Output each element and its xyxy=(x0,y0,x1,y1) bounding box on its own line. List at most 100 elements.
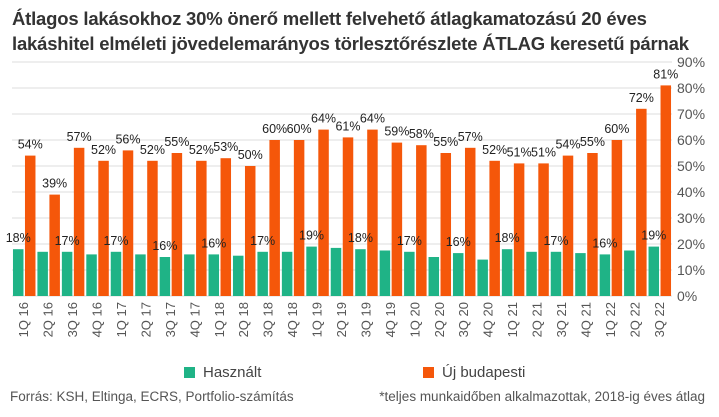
data-label-used: 18% xyxy=(6,231,31,245)
bar-new-budapest xyxy=(196,160,207,296)
x-tick-label: 2Q 21 xyxy=(530,302,545,337)
bar-used xyxy=(404,251,415,296)
footnote: *teljes munkaidőben alkalmazottak, 2018-… xyxy=(379,389,705,404)
data-label-new-budapest: 39% xyxy=(42,177,67,191)
x-tick-label: 1Q 22 xyxy=(603,302,618,337)
data-label-new-budapest: 52% xyxy=(91,143,116,157)
bar-used xyxy=(281,251,293,296)
bar-new-budapest xyxy=(49,194,60,296)
bar-used xyxy=(86,254,97,296)
x-tick-label: 1Q 17 xyxy=(114,302,129,337)
legend-label-new: Új budapesti xyxy=(442,364,526,381)
bar-used xyxy=(184,254,195,296)
bar-used xyxy=(526,251,537,296)
bar-new-budapest xyxy=(24,155,36,296)
data-label-new-budapest: 51% xyxy=(507,145,532,159)
data-label-used: 16% xyxy=(201,236,226,250)
data-label-used: 16% xyxy=(446,235,471,249)
bar-new-budapest xyxy=(244,166,256,296)
bar-used xyxy=(110,251,122,296)
bar-new-budapest xyxy=(293,140,305,296)
data-label-used: 19% xyxy=(641,229,666,243)
data-label-new-budapest: 55% xyxy=(580,135,605,149)
bar-new-budapest xyxy=(318,129,329,296)
data-label-new-budapest: 52% xyxy=(189,143,214,157)
x-tick-label: 4Q 21 xyxy=(578,302,593,337)
data-label-new-budapest: 50% xyxy=(238,148,263,162)
y-tick-label: 40% xyxy=(677,184,705,200)
bar-used xyxy=(306,246,317,296)
data-labels: 18%54%39%17%57%52%17%56%52%16%55%52%16%5… xyxy=(6,67,679,253)
legend-item-used: Használt xyxy=(184,364,261,381)
bar-used xyxy=(624,250,635,296)
bar-new-budapest xyxy=(122,150,134,296)
bar-new-budapest xyxy=(489,160,500,296)
legend-label-used: Használt xyxy=(203,364,262,381)
data-label-new-budapest: 52% xyxy=(482,143,507,157)
bar-used xyxy=(648,246,660,296)
bar-new-budapest xyxy=(416,145,427,296)
data-label-used: 18% xyxy=(348,231,373,245)
x-tick-label: 4Q 20 xyxy=(481,302,496,337)
bar-used xyxy=(550,251,562,296)
data-label-new-budapest: 60% xyxy=(604,122,629,136)
data-label-used: 17% xyxy=(543,234,568,248)
data-label-new-budapest: 51% xyxy=(531,145,556,159)
bar-new-budapest xyxy=(440,153,452,296)
bar-used xyxy=(232,255,244,296)
x-tick-label: 4Q 16 xyxy=(90,302,105,337)
bar-used xyxy=(501,249,513,296)
bar-new-budapest xyxy=(98,160,109,296)
bar-new-budapest xyxy=(73,147,85,296)
x-tick-label: 3Q 21 xyxy=(554,302,569,337)
x-tick-label: 2Q 18 xyxy=(236,302,251,337)
x-tick-label: 2Q 19 xyxy=(334,302,349,337)
legend-item-new: Új budapesti xyxy=(423,364,525,381)
x-tick-label: 3Q 20 xyxy=(456,302,471,337)
chart-title: Átlagos lakásokhoz 30% önerő mellett fel… xyxy=(12,8,689,54)
data-label-new-budapest: 53% xyxy=(213,140,238,154)
bar-used xyxy=(330,247,342,296)
bar-new-budapest xyxy=(636,108,647,296)
bar-new-budapest xyxy=(367,129,378,296)
bar-used xyxy=(61,251,73,296)
data-label-used: 16% xyxy=(592,236,617,250)
data-label-used: 17% xyxy=(55,234,80,248)
x-tick-label: 1Q 16 xyxy=(16,302,31,337)
x-tick-label: 4Q 18 xyxy=(285,302,300,337)
x-tick-label: 3Q 18 xyxy=(261,302,276,337)
bar-new-budapest xyxy=(269,140,280,296)
x-tick-label: 1Q 20 xyxy=(407,302,422,337)
source-note: Forrás: KSH, Eltinga, ECRS, Portfolio-sz… xyxy=(10,389,294,404)
data-label-new-budapest: 60% xyxy=(262,122,287,136)
data-label-new-budapest: 52% xyxy=(140,143,165,157)
x-tick-label: 4Q 17 xyxy=(187,302,202,337)
x-tick-label: 1Q 18 xyxy=(212,302,227,337)
data-label-new-budapest: 54% xyxy=(555,138,580,152)
data-label-used: 17% xyxy=(103,234,128,248)
y-tick-label: 90% xyxy=(677,54,705,70)
data-label-new-budapest: 60% xyxy=(287,122,312,136)
y-axis: 0% 10% 20% 30% 40% 50% 60% 70% 80% 90% xyxy=(677,54,705,304)
data-label-used: 18% xyxy=(495,231,520,245)
data-label-new-budapest: 59% xyxy=(384,125,409,139)
x-axis: 1Q 16 2Q 16 3Q 16 4Q 16 1Q 17 2Q 17 3Q 17 4Q 17… xyxy=(16,302,667,337)
data-label-new-budapest: 81% xyxy=(653,67,678,81)
x-tick-label: 2Q 17 xyxy=(138,302,153,337)
bar-new-budapest xyxy=(464,147,476,296)
data-label-new-budapest: 61% xyxy=(335,119,360,133)
y-tick-label: 0% xyxy=(677,288,697,304)
bar-new-budapest xyxy=(513,163,525,296)
data-label-used: 16% xyxy=(152,239,177,253)
y-tick-label: 10% xyxy=(677,262,705,278)
data-label-new-budapest: 72% xyxy=(629,91,654,105)
bar-used xyxy=(12,249,24,296)
gridlines xyxy=(12,61,672,297)
bar-used xyxy=(575,253,586,296)
data-label-used: 17% xyxy=(397,234,422,248)
y-tick-label: 30% xyxy=(677,210,705,226)
data-label-new-budapest: 64% xyxy=(360,112,385,126)
x-tick-label: 2Q 22 xyxy=(627,302,642,337)
bar-new-budapest xyxy=(220,158,232,296)
